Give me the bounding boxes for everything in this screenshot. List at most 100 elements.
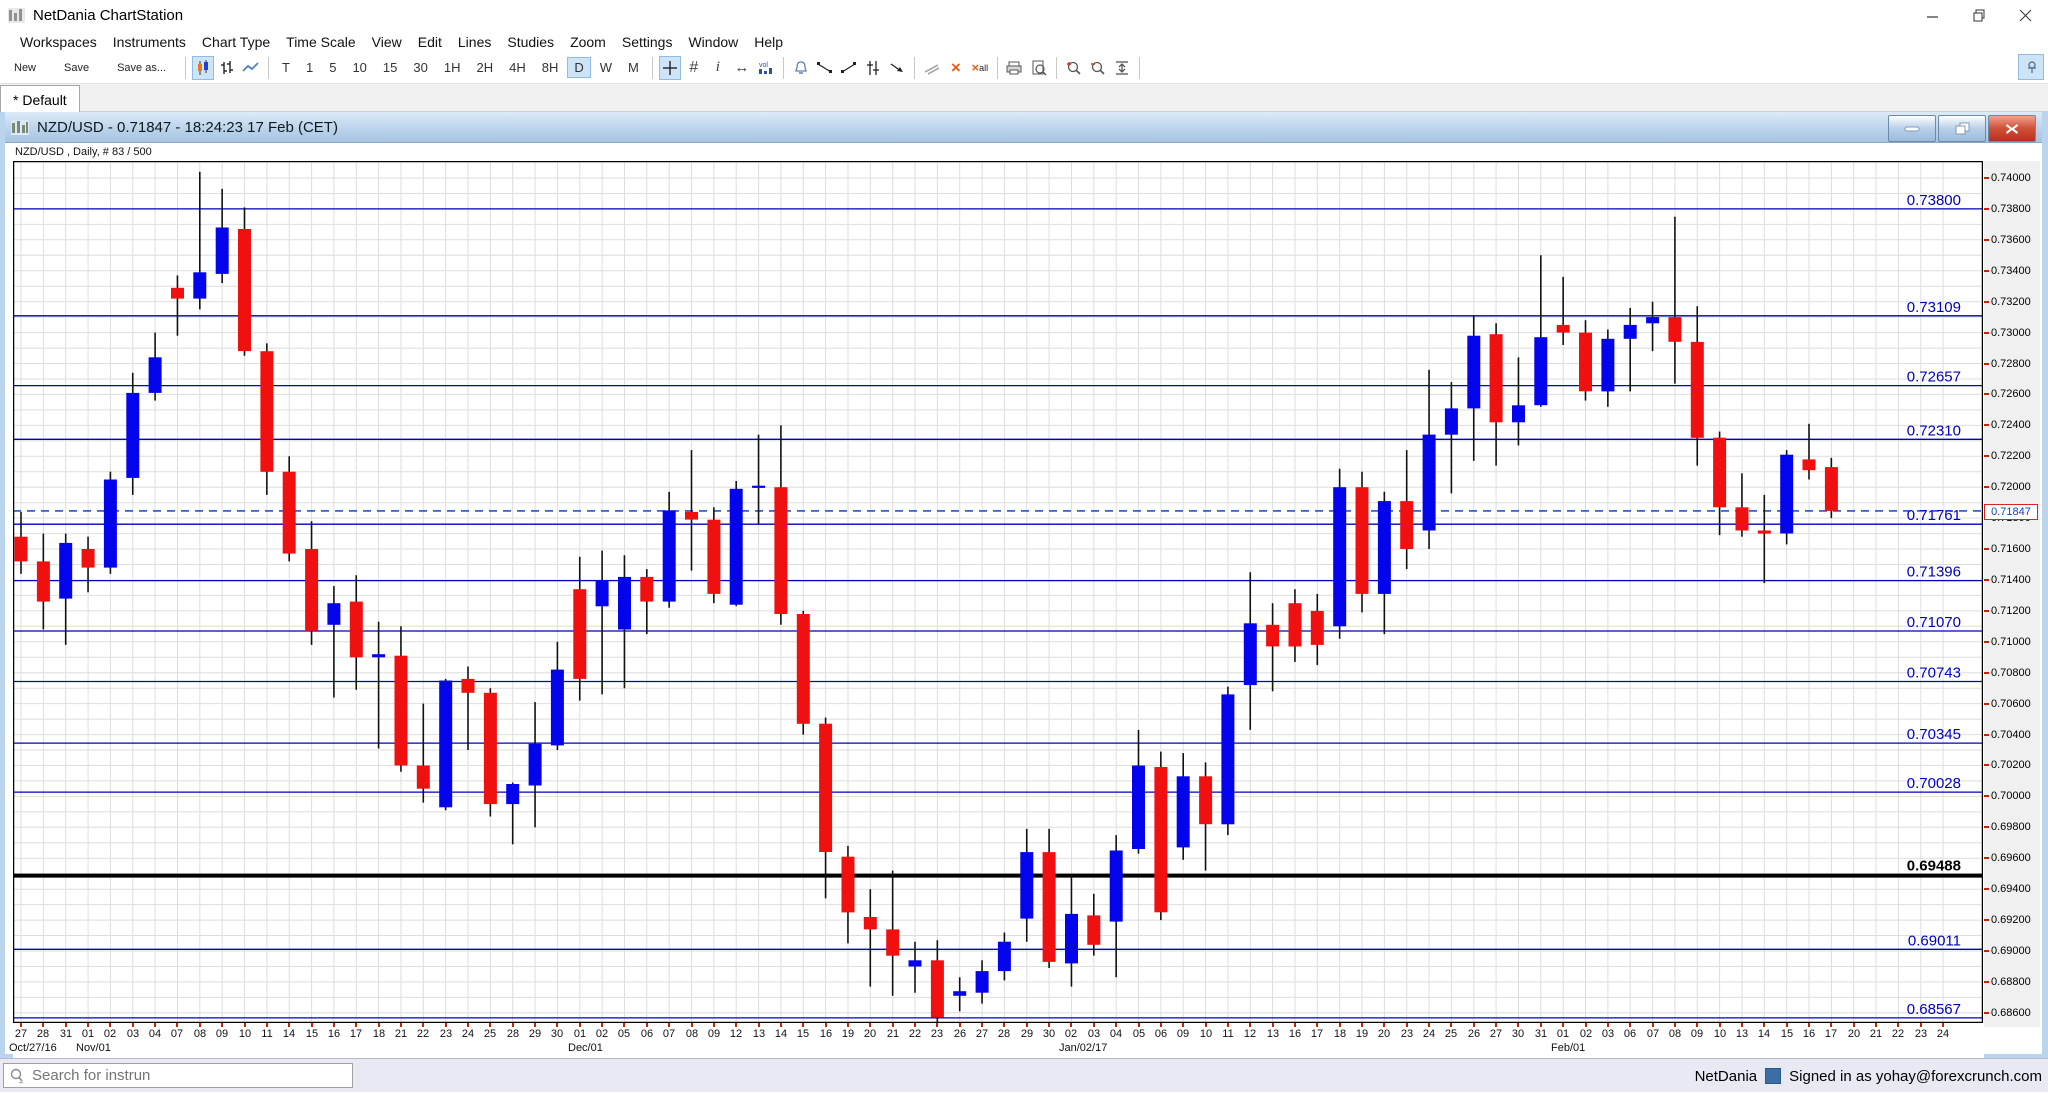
month-label: Oct/27/16 bbox=[9, 1042, 57, 1054]
horizontal-scale-icon[interactable]: ↔ bbox=[734, 59, 750, 76]
window-restore-button[interactable] bbox=[1956, 0, 2002, 30]
timeframe-10[interactable]: 10 bbox=[352, 60, 367, 75]
date-label: 08 bbox=[193, 1028, 207, 1040]
menu-view[interactable]: View bbox=[371, 34, 402, 50]
delete-icon[interactable]: × bbox=[950, 57, 961, 77]
tab-bar: * Default bbox=[0, 84, 2048, 113]
crosshair-icon[interactable] bbox=[658, 55, 681, 80]
date-label: 28 bbox=[506, 1028, 520, 1040]
date-label: 20 bbox=[863, 1028, 877, 1040]
menu-workspaces[interactable]: Workspaces bbox=[20, 34, 97, 50]
chart-minimize-button[interactable] bbox=[1888, 115, 1936, 142]
date-label: 13 bbox=[1266, 1028, 1280, 1040]
date-label: 07 bbox=[170, 1028, 184, 1040]
timeframe-1[interactable]: 1 bbox=[305, 60, 314, 75]
price-tick: 0.70400 bbox=[1984, 729, 2031, 741]
print-icon[interactable] bbox=[1004, 56, 1026, 80]
timeframe-2h[interactable]: 2H bbox=[476, 60, 494, 75]
timeframe-5[interactable]: 5 bbox=[329, 60, 337, 75]
instrument-search-box[interactable] bbox=[3, 1063, 353, 1088]
date-label: 17 bbox=[1824, 1028, 1838, 1040]
date-label: 16 bbox=[1802, 1028, 1816, 1040]
menu-edit[interactable]: Edit bbox=[417, 34, 442, 50]
time-axis[interactable]: 27 28 31 01 02 03 04 07 08 09 10 11 14 15 16 17 18 21 22 23… bbox=[9, 1023, 1984, 1058]
brand-logo-icon bbox=[1765, 1068, 1782, 1084]
volume-icon[interactable]: vol bbox=[755, 56, 777, 80]
timeframe-8h[interactable]: 8H bbox=[541, 60, 559, 75]
pin-icon[interactable] bbox=[2018, 54, 2044, 80]
info-icon[interactable]: i bbox=[715, 59, 720, 75]
date-label: 22 bbox=[416, 1028, 430, 1040]
menu-window[interactable]: Window bbox=[688, 34, 739, 50]
menu-zoom[interactable]: Zoom bbox=[570, 34, 606, 50]
timeframe-m[interactable]: M bbox=[628, 60, 639, 75]
date-label: 12 bbox=[1243, 1028, 1257, 1040]
candlestick-chart-icon[interactable] bbox=[192, 55, 215, 80]
angle-lines-icon[interactable] bbox=[921, 56, 943, 80]
timeframe-w[interactable]: W bbox=[599, 60, 613, 75]
save-button[interactable]: Save bbox=[64, 61, 90, 74]
date-label: 08 bbox=[1668, 1028, 1682, 1040]
price-axis[interactable]: 0.74000 0.73800 0.73600 0.73400 0.73200 0.730… bbox=[1984, 161, 2040, 1027]
chart-close-button[interactable] bbox=[1988, 115, 2036, 142]
svg-text:0.72657: 0.72657 bbox=[1907, 369, 1961, 386]
chart-plot-area[interactable]: 0.73800 0.73109 0.72657 0.72310 0.71761 0.713… bbox=[13, 161, 1983, 1023]
menu-studies[interactable]: Studies bbox=[507, 34, 555, 50]
fit-vertical-icon[interactable] bbox=[1111, 56, 1133, 80]
menu-help[interactable]: Help bbox=[754, 34, 784, 50]
timeframe-15[interactable]: 15 bbox=[382, 60, 398, 75]
svg-text:0.70028: 0.70028 bbox=[1907, 775, 1961, 792]
price-tick: 0.69400 bbox=[1984, 883, 2031, 895]
grid-icon[interactable]: # bbox=[689, 58, 699, 76]
search-input[interactable] bbox=[30, 1066, 352, 1085]
date-label: 02 bbox=[1064, 1028, 1078, 1040]
ray-icon[interactable] bbox=[886, 56, 908, 80]
parallel-lines-icon[interactable] bbox=[862, 56, 884, 80]
timeframe-4h[interactable]: 4H bbox=[509, 60, 526, 75]
timeframe-d[interactable]: D bbox=[567, 57, 591, 78]
zoom-out-icon[interactable] bbox=[1087, 56, 1109, 80]
ohlc-chart-icon[interactable] bbox=[216, 56, 238, 80]
trendline-down-icon[interactable] bbox=[814, 56, 836, 80]
menu-instruments[interactable]: Instruments bbox=[112, 34, 186, 50]
timeframe-1h[interactable]: 1H bbox=[443, 60, 461, 75]
date-label: 21 bbox=[1869, 1028, 1883, 1040]
date-label: 30 bbox=[1042, 1028, 1056, 1040]
price-tick: 0.72000 bbox=[1984, 481, 2031, 493]
date-label: 04 bbox=[1109, 1028, 1123, 1040]
menu-chart-type[interactable]: Chart Type bbox=[201, 34, 271, 50]
date-label: 23 bbox=[439, 1028, 453, 1040]
timeframe-30[interactable]: 30 bbox=[413, 60, 428, 75]
zoom-in-icon[interactable] bbox=[1063, 56, 1085, 80]
svg-text:0.70743: 0.70743 bbox=[1907, 665, 1961, 682]
print-preview-icon[interactable] bbox=[1028, 56, 1050, 80]
window-minimize-button[interactable] bbox=[1910, 0, 1956, 30]
menu-lines[interactable]: Lines bbox=[457, 34, 492, 50]
alarm-bell-icon[interactable] bbox=[790, 56, 812, 80]
delete-all-icon[interactable]: × all bbox=[971, 60, 989, 75]
menu-bar: Workspaces Instruments Chart Type Time Scal… bbox=[0, 30, 2048, 52]
date-label: 11 bbox=[1222, 1028, 1234, 1040]
window-close-button[interactable] bbox=[2002, 0, 2048, 30]
line-chart-icon[interactable] bbox=[240, 56, 262, 80]
date-label: 10 bbox=[1713, 1028, 1727, 1040]
chart-info-strip: NZD/USD , Daily, # 83 / 500 bbox=[5, 143, 2042, 161]
price-tick: 0.71600 bbox=[1984, 543, 2031, 555]
new-button[interactable]: New bbox=[14, 61, 37, 74]
date-label: 23 bbox=[1914, 1028, 1928, 1040]
chart-window-titlebar[interactable]: NZD/USD - 0.71847 - 18:24:23 17 Feb (CET… bbox=[5, 112, 2042, 143]
save-as-button[interactable]: Save as... bbox=[117, 61, 167, 74]
chart-restore-button[interactable] bbox=[1938, 115, 1986, 142]
date-label: 02 bbox=[595, 1028, 609, 1040]
svg-text:0.71070: 0.71070 bbox=[1907, 614, 1961, 631]
trendline-up-icon[interactable] bbox=[838, 56, 860, 80]
date-label: 05 bbox=[1132, 1028, 1146, 1040]
date-label: 24 bbox=[1422, 1028, 1436, 1040]
menu-time-scale[interactable]: Time Scale bbox=[286, 34, 356, 50]
timeframe-t[interactable]: T bbox=[282, 60, 290, 75]
date-label: 25 bbox=[1444, 1028, 1458, 1040]
date-label: 24 bbox=[461, 1028, 475, 1040]
menu-settings[interactable]: Settings bbox=[621, 34, 673, 50]
tab-default[interactable]: * Default bbox=[0, 85, 80, 113]
date-label: 09 bbox=[707, 1028, 721, 1040]
